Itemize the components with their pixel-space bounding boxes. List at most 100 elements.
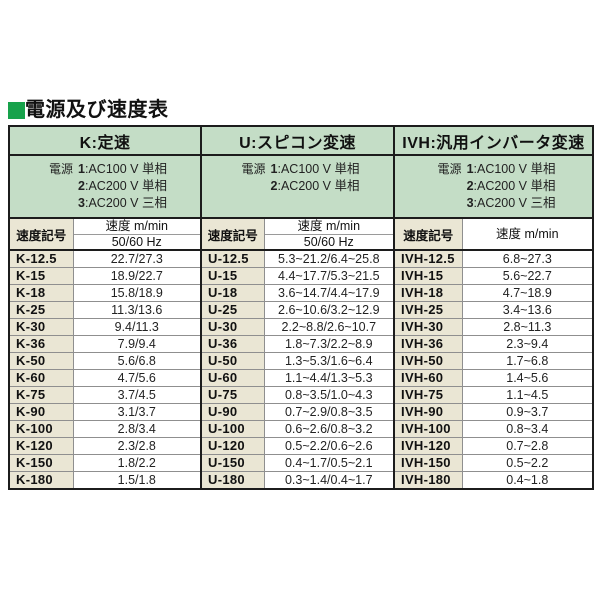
- speed-value-cell: 1.1~4.5: [461, 386, 594, 404]
- power-cell-ivh: 電源 1:AC100 V 単相 2:AC200 V 単相 3:AC200 V 三相: [393, 155, 594, 219]
- power-supply-row: 電源 1:AC100 V 単相 2:AC200 V 単相 3:AC200 V 三相…: [9, 155, 594, 219]
- power-line: 電源 1:AC100 V 単相: [49, 162, 167, 176]
- speed-code-cell: U-25: [200, 301, 265, 319]
- table-row: K-90 3.1/3.7 U-90 0.7~2.9/0.8~3.5 IVH-90…: [9, 403, 594, 421]
- speed-code-cell: U-36: [200, 335, 265, 353]
- speed-code-cell: K-18: [9, 284, 73, 302]
- speed-value-cell: 5.3~21.2/6.4~25.8: [263, 249, 395, 268]
- speed-value-cell: 1.3~5.3/1.6~6.4: [263, 352, 395, 370]
- speed-code-cell: IVH-36: [393, 335, 463, 353]
- speed-value-cell: 7.9/9.4: [72, 335, 202, 353]
- speed-value-cell: 0.4~1.7/0.5~2.1: [263, 454, 395, 472]
- power-line: 2:AC200 V 単相: [466, 179, 556, 193]
- speed-code-cell: U-18: [200, 284, 265, 302]
- speed-value-cell: 0.8~3.4: [461, 420, 594, 438]
- speed-code-cell: U-30: [200, 318, 265, 336]
- speed-code-cell: K-36: [9, 335, 73, 353]
- speed-value-cell: 4.7/5.6: [72, 369, 202, 387]
- speed-header-ivh: 速度 m/min: [461, 218, 594, 251]
- speed-code-cell: IVH-50: [393, 352, 463, 370]
- speed-value-cell: 6.8~27.3: [461, 249, 594, 268]
- power-line: 電源 1:AC100 V 単相: [241, 162, 360, 176]
- title-bullet-icon: [8, 101, 25, 119]
- speed-code-cell: IVH-12.5: [393, 249, 463, 268]
- speed-value-cell: 4.7~18.9: [461, 284, 594, 302]
- power-line: 3:AC200 V 三相: [78, 196, 167, 210]
- speed-value-cell: 0.6~2.6/0.8~3.2: [263, 420, 395, 438]
- speed-value-cell: 3.1/3.7: [72, 403, 202, 421]
- speed-code-cell: U-90: [200, 403, 265, 421]
- speed-value-cell: 2.8~11.3: [461, 318, 594, 336]
- power-speed-table: K:定速 U:スピコン変速 IVH:汎用インバータ変速 電源 1:AC100 V …: [8, 125, 595, 490]
- speed-code-cell: IVH-75: [393, 386, 463, 404]
- table-row: K-50 5.6/6.8 U-50 1.3~5.3/1.6~6.4 IVH-50…: [9, 352, 594, 370]
- speed-value-cell: 2.3~9.4: [461, 335, 594, 353]
- speed-value-cell: 11.3/13.6: [72, 301, 202, 319]
- speed-value-cell: 2.8/3.4: [72, 420, 202, 438]
- freq-label: 50/60 Hz: [111, 235, 162, 249]
- speed-value-cell: 2.6~10.6/3.2~12.9: [263, 301, 395, 319]
- speed-value-cell: 1.5/1.8: [72, 471, 202, 489]
- group-header-k: K:定速: [9, 126, 202, 156]
- speed-code-cell: IVH-25: [393, 301, 463, 319]
- speed-code-cell: U-50: [200, 352, 265, 370]
- table-row: K-15 18.9/22.7 U-15 4.4~17.7/5.3~21.5 IV…: [9, 267, 594, 285]
- speed-code-cell: U-12.5: [200, 249, 265, 268]
- table-row: K-120 2.3/2.8 U-120 0.5~2.2/0.6~2.6 IVH-…: [9, 437, 594, 455]
- speed-value-cell: 22.7/27.3: [72, 249, 202, 268]
- speed-value-cell: 4.4~17.7/5.3~21.5: [263, 267, 395, 285]
- code-header-k: 速度記号: [9, 218, 73, 251]
- speed-value-cell: 0.5~2.2/0.6~2.6: [263, 437, 395, 455]
- code-header-ivh: 速度記号: [393, 218, 463, 251]
- speed-code-cell: IVH-100: [393, 420, 463, 438]
- speed-code-cell: K-30: [9, 318, 73, 336]
- speed-code-cell: IVH-150: [393, 454, 463, 472]
- speed-code-cell: U-150: [200, 454, 265, 472]
- speed-code-cell: IVH-15: [393, 267, 463, 285]
- code-header-u: 速度記号: [200, 218, 265, 251]
- table-row: K-150 1.8/2.2 U-150 0.4~1.7/0.5~2.1 IVH-…: [9, 454, 594, 472]
- freq-label: 50/60 Hz: [303, 235, 354, 249]
- power-cell-k: 電源 1:AC100 V 単相 2:AC200 V 単相 3:AC200 V 三相: [9, 155, 202, 219]
- speed-code-cell: IVH-90: [393, 403, 463, 421]
- speed-code-cell: K-60: [9, 369, 73, 387]
- speed-code-cell: IVH-180: [393, 471, 463, 489]
- speed-code-cell: IVH-60: [393, 369, 463, 387]
- speed-code-cell: U-60: [200, 369, 265, 387]
- speed-code-cell: K-90: [9, 403, 73, 421]
- table-row: K-180 1.5/1.8 U-180 0.3~1.4/0.4~1.7 IVH-…: [9, 471, 594, 489]
- speed-unit-label: 速度 m/min: [496, 227, 559, 241]
- power-line: 電源 1:AC100 V 単相: [437, 162, 556, 176]
- speed-code-cell: K-120: [9, 437, 73, 455]
- power-line: 2:AC200 V 単相: [270, 179, 360, 193]
- table-row: K-36 7.9/9.4 U-36 1.8~7.3/2.2~8.9 IVH-36…: [9, 335, 594, 353]
- speed-header-k: 速度 m/min 50/60 Hz: [72, 218, 202, 251]
- speed-value-cell: 0.9~3.7: [461, 403, 594, 421]
- speed-value-cell: 5.6~22.7: [461, 267, 594, 285]
- section-title: 電源及び速度表: [8, 99, 592, 121]
- speed-value-cell: 9.4/11.3: [72, 318, 202, 336]
- speed-value-cell: 0.3~1.4/0.4~1.7: [263, 471, 395, 489]
- speed-value-cell: 1.8~7.3/2.2~8.9: [263, 335, 395, 353]
- speed-header-u: 速度 m/min 50/60 Hz: [263, 218, 395, 251]
- table-row: K-75 3.7/4.5 U-75 0.8~3.5/1.0~4.3 IVH-75…: [9, 386, 594, 404]
- page-title: 電源及び速度表: [25, 99, 169, 121]
- speed-code-cell: K-75: [9, 386, 73, 404]
- speed-value-cell: 1.4~5.6: [461, 369, 594, 387]
- power-line: 2:AC200 V 単相: [78, 179, 167, 193]
- speed-code-cell: IVH-120: [393, 437, 463, 455]
- speed-value-cell: 5.6/6.8: [72, 352, 202, 370]
- table-row: K-12.5 22.7/27.3 U-12.5 5.3~21.2/6.4~25.…: [9, 249, 594, 268]
- table-row: K-25 11.3/13.6 U-25 2.6~10.6/3.2~12.9 IV…: [9, 301, 594, 319]
- speed-code-cell: K-150: [9, 454, 73, 472]
- speed-value-cell: 15.8/18.9: [72, 284, 202, 302]
- group-header-row: K:定速 U:スピコン変速 IVH:汎用インバータ変速: [9, 126, 594, 156]
- speed-value-cell: 2.3/2.8: [72, 437, 202, 455]
- column-header-row: 速度記号 速度 m/min 50/60 Hz 速度記号 速度 m/min 50/…: [9, 218, 594, 251]
- speed-value-cell: 0.7~2.9/0.8~3.5: [263, 403, 395, 421]
- speed-code-cell: U-120: [200, 437, 265, 455]
- power-cell-u: 電源 1:AC100 V 単相 2:AC200 V 単相: [200, 155, 395, 219]
- speed-value-cell: 3.7/4.5: [72, 386, 202, 404]
- speed-code-cell: K-100: [9, 420, 73, 438]
- group-header-ivh: IVH:汎用インバータ変速: [393, 126, 594, 156]
